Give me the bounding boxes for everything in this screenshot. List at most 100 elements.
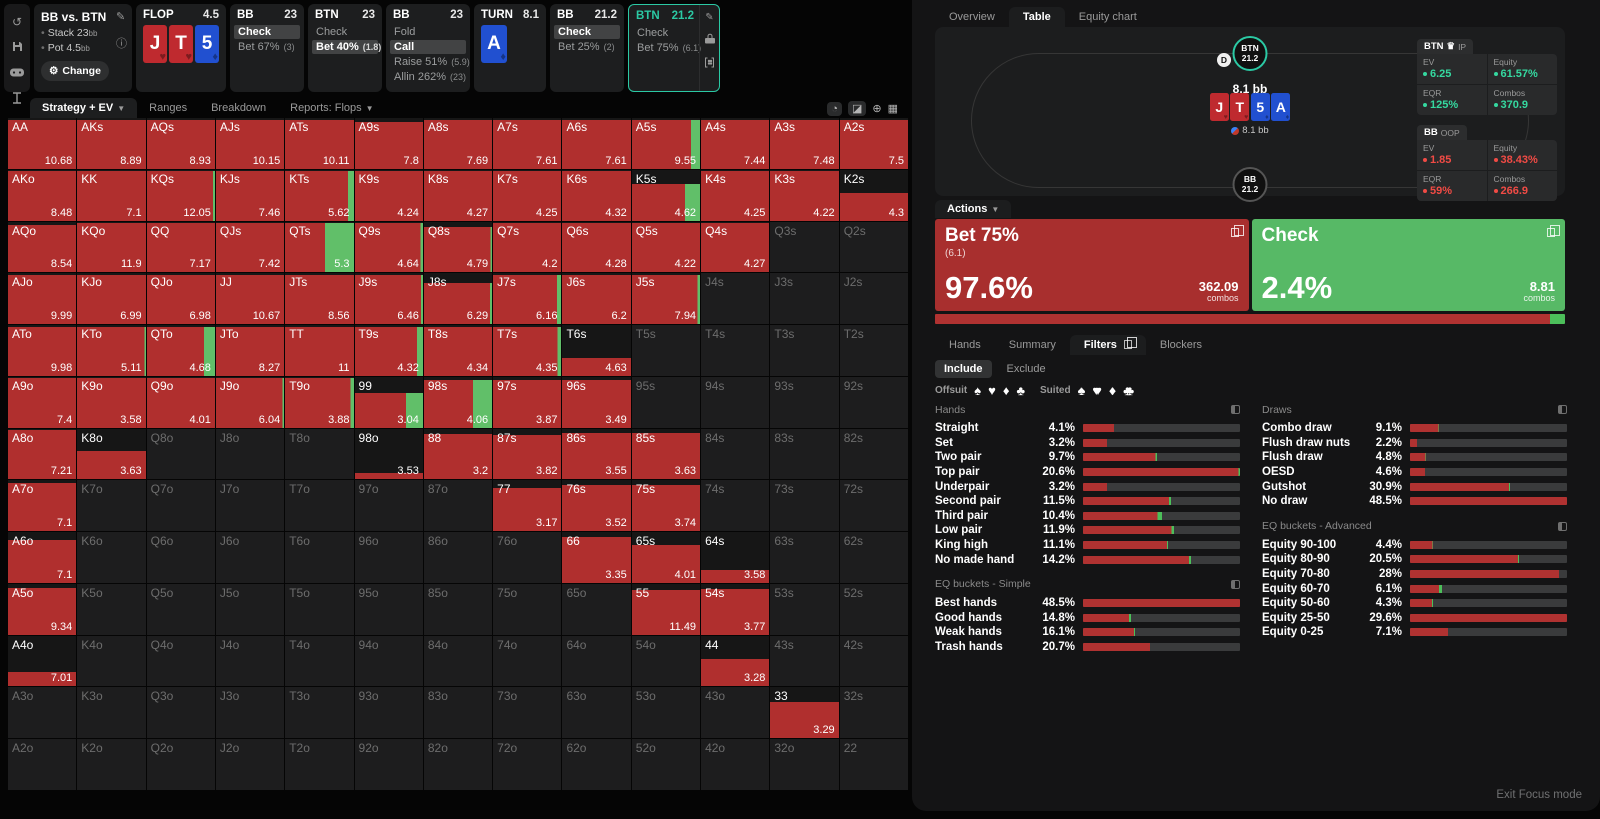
stat-row-low-pair[interactable]: Low pair 11.9% [935,523,1240,538]
hand-cell-K7o[interactable]: K7o [77,480,146,532]
club-icon[interactable]: ♣ [1016,383,1026,398]
tab-reports-flops[interactable]: Reports: Flops ▼ [290,102,374,114]
hand-cell-A8s[interactable]: A8s 7.69 [423,118,493,169]
hand-cell-A4s[interactable]: A4s 7.44 [701,118,770,169]
hand-cell-J9o[interactable]: J9o 6.04 [215,376,285,428]
save-icon[interactable] [12,41,23,54]
hand-cell-A2s[interactable]: A2s 7.5 [839,118,908,169]
grid-icon[interactable]: ▦ [887,103,898,115]
hand-cell-53s[interactable]: 53s [770,583,839,635]
hand-cell-T8o[interactable]: T8o [285,428,354,480]
hand-cell-Q7o[interactable]: Q7o [146,480,215,532]
node-action-bet-75-[interactable]: Bet 75% (6.1) [633,41,701,55]
tab-ranges[interactable]: Ranges [149,102,188,114]
hand-cell-85o[interactable]: 85o [423,583,493,635]
hand-cell-J8o[interactable]: J8o [215,428,285,480]
hand-cell-T3o[interactable]: T3o [285,687,354,739]
hand-cell-T3s[interactable]: T3s [770,325,839,376]
hand-cell-A3o[interactable]: A3o [8,687,77,739]
hand-cell-K4o[interactable]: K4o [77,635,146,687]
change-button[interactable]: ⚙ Change [41,61,109,81]
hand-cell-93o[interactable]: 93o [354,687,423,739]
stat-row-equity-60-70[interactable]: Equity 60-70 6.1% [1262,581,1567,596]
hand-cell-K7s[interactable]: K7s 4.25 [493,169,562,221]
node-action-fold[interactable]: Fold [390,25,466,39]
node-action-check[interactable]: Check [633,26,697,40]
node-action-bet-67-[interactable]: Bet 67% (3) [234,40,300,54]
hand-cell-42s[interactable]: 42s [839,635,908,687]
hand-cell-A6s[interactable]: A6s 7.61 [562,118,631,169]
hand-cell-KK[interactable]: KK 7.1 [77,169,146,221]
stat-row-equity-90-100[interactable]: Equity 90-100 4.4% [1262,538,1567,553]
hand-cell-K5s[interactable]: K5s 4.62 [631,169,701,221]
hand-cell-A6o[interactable]: A6o 7.1 [8,532,77,583]
node-action-check[interactable]: Check [554,25,620,39]
hand-cell-55[interactable]: 55 11.49 [631,583,701,635]
hand-cell-J6o[interactable]: J6o [215,532,285,583]
stat-row-no-draw[interactable]: No draw 48.5% [1262,494,1567,509]
stat-row-equity-70-80[interactable]: Equity 70-80 28% [1262,567,1567,582]
hand-cell-JTs[interactable]: JTs 8.56 [285,273,354,325]
hand-cell-J9s[interactable]: J9s 6.46 [354,273,423,325]
hand-cell-42o[interactable]: 42o [701,739,770,790]
hand-cell-54o[interactable]: 54o [631,635,701,687]
crosshair-icon[interactable]: ⊕ [872,103,882,115]
hand-cell-K5o[interactable]: K5o [77,583,146,635]
hand-cell-K8s[interactable]: K8s 4.27 [423,169,493,221]
hand-cell-K3s[interactable]: K3s 4.22 [770,169,839,221]
hand-cell-52o[interactable]: 52o [631,739,701,790]
hand-cell-32s[interactable]: 32s [839,687,908,739]
hand-cell-85s[interactable]: 85s 3.63 [631,428,701,480]
stat-row-combo-draw[interactable]: Combo draw 9.1% [1262,421,1567,436]
hand-cell-Q3o[interactable]: Q3o [146,687,215,739]
hand-cell-ATo[interactable]: ATo 9.98 [8,325,77,376]
hand-cell-T8s[interactable]: T8s 4.34 [423,325,493,376]
hand-cell-K9s[interactable]: K9s 4.24 [354,169,423,221]
hand-cell-ATs[interactable]: ATs 10.11 [285,118,354,169]
hand-cell-A7o[interactable]: A7o 7.1 [8,480,77,532]
hand-cell-A3s[interactable]: A3s 7.48 [770,118,839,169]
hand-cell-63o[interactable]: 63o [562,687,631,739]
seat-btn[interactable]: BTN 21.2 [1232,36,1268,71]
hand-cell-T7s[interactable]: T7s 4.35 [493,325,562,376]
tab-equity-chart[interactable]: Equity chart [1078,11,1137,23]
time-icon[interactable]: ◔ [827,101,842,116]
stat-row-straight[interactable]: Straight 4.1% [935,421,1240,436]
action-node-btn-2[interactable]: BTN 23 Check Bet 40% (1.8) [308,4,382,92]
hand-cell-72s[interactable]: 72s [839,480,908,532]
range-matrix-icon[interactable] [704,57,715,71]
hand-cell-A9o[interactable]: A9o 7.4 [8,376,77,428]
hand-cell-87o[interactable]: 87o [423,480,493,532]
hand-cell-J5o[interactable]: J5o [215,583,285,635]
copy-icon[interactable] [1230,225,1244,237]
hand-cell-66[interactable]: 66 3.35 [562,532,631,583]
hand-cell-44[interactable]: 44 3.28 [701,635,770,687]
hand-cell-AJs[interactable]: AJs 10.15 [215,118,285,169]
hand-cell-T2s[interactable]: T2s [839,325,908,376]
section-toggle-icon[interactable] [1558,521,1567,531]
hand-cell-73s[interactable]: 73s [770,480,839,532]
hand-cell-QQ[interactable]: QQ 7.17 [146,221,215,273]
stat-row-oesd[interactable]: OESD 4.6% [1262,465,1567,480]
tab-table[interactable]: Table [1008,7,1065,27]
hand-cell-Q4o[interactable]: Q4o [146,635,215,687]
hand-cell-86o[interactable]: 86o [423,532,493,583]
range-height-icon[interactable] [12,92,22,106]
hand-cell-T9s[interactable]: T9s 4.32 [354,325,423,376]
hand-cell-J8s[interactable]: J8s 6.29 [423,273,493,325]
heart-icon[interactable]: ♥ [988,383,996,398]
action-card-bet-75-[interactable]: Bet 75% (6.1) 97.6% 362.09 combos [935,219,1249,311]
tab-overview[interactable]: Overview [949,11,995,23]
hand-cell-Q5o[interactable]: Q5o [146,583,215,635]
hand-cell-82o[interactable]: 82o [423,739,493,790]
hand-cell-A4o[interactable]: A4o 7.01 [8,635,77,687]
actions-dropdown[interactable]: Actions ▼ [935,200,1012,218]
exclude-chip[interactable]: Exclude [1006,363,1046,375]
stat-row-two-pair[interactable]: Two pair 9.7% [935,450,1240,465]
hand-cell-J7s[interactable]: J7s 6.16 [493,273,562,325]
hand-cell-97o[interactable]: 97o [354,480,423,532]
action-node-bb-1[interactable]: BB 23 Check Bet 67% (3) [230,4,304,92]
hand-cell-98o[interactable]: 98o 3.53 [354,428,423,480]
node-action-allin-262-[interactable]: Allin 262% (23) [390,70,466,84]
hand-cell-QJo[interactable]: QJo 6.98 [146,273,215,325]
